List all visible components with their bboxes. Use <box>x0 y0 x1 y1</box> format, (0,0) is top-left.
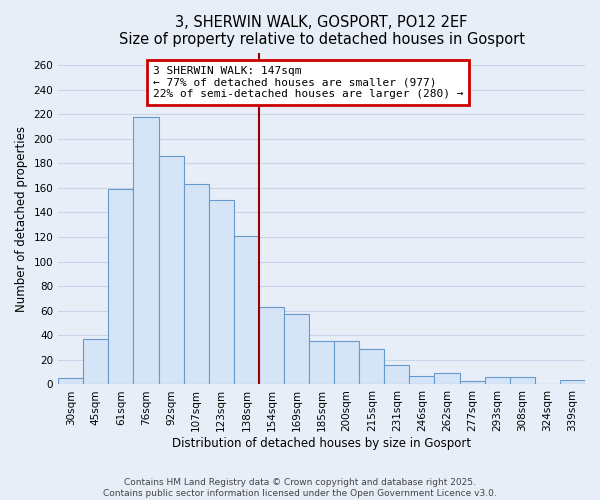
Bar <box>83 339 109 384</box>
Bar <box>58 378 83 384</box>
Bar <box>560 380 585 384</box>
Text: 3 SHERWIN WALK: 147sqm
← 77% of detached houses are smaller (977)
22% of semi-de: 3 SHERWIN WALK: 147sqm ← 77% of detached… <box>153 66 463 99</box>
Bar <box>485 377 510 384</box>
Bar <box>334 342 359 384</box>
Bar <box>234 236 259 384</box>
Bar <box>209 200 234 384</box>
Bar <box>434 374 460 384</box>
Title: 3, SHERWIN WALK, GOSPORT, PO12 2EF
Size of property relative to detached houses : 3, SHERWIN WALK, GOSPORT, PO12 2EF Size … <box>119 15 524 48</box>
Bar <box>359 349 385 384</box>
Bar <box>158 156 184 384</box>
Y-axis label: Number of detached properties: Number of detached properties <box>15 126 28 312</box>
Bar <box>109 189 133 384</box>
Bar <box>133 116 158 384</box>
X-axis label: Distribution of detached houses by size in Gosport: Distribution of detached houses by size … <box>172 437 471 450</box>
Bar <box>309 342 334 384</box>
Bar <box>510 377 535 384</box>
Bar <box>184 184 209 384</box>
Bar <box>460 381 485 384</box>
Bar <box>385 365 409 384</box>
Bar <box>409 376 434 384</box>
Bar <box>259 307 284 384</box>
Text: Contains HM Land Registry data © Crown copyright and database right 2025.
Contai: Contains HM Land Registry data © Crown c… <box>103 478 497 498</box>
Bar <box>284 314 309 384</box>
